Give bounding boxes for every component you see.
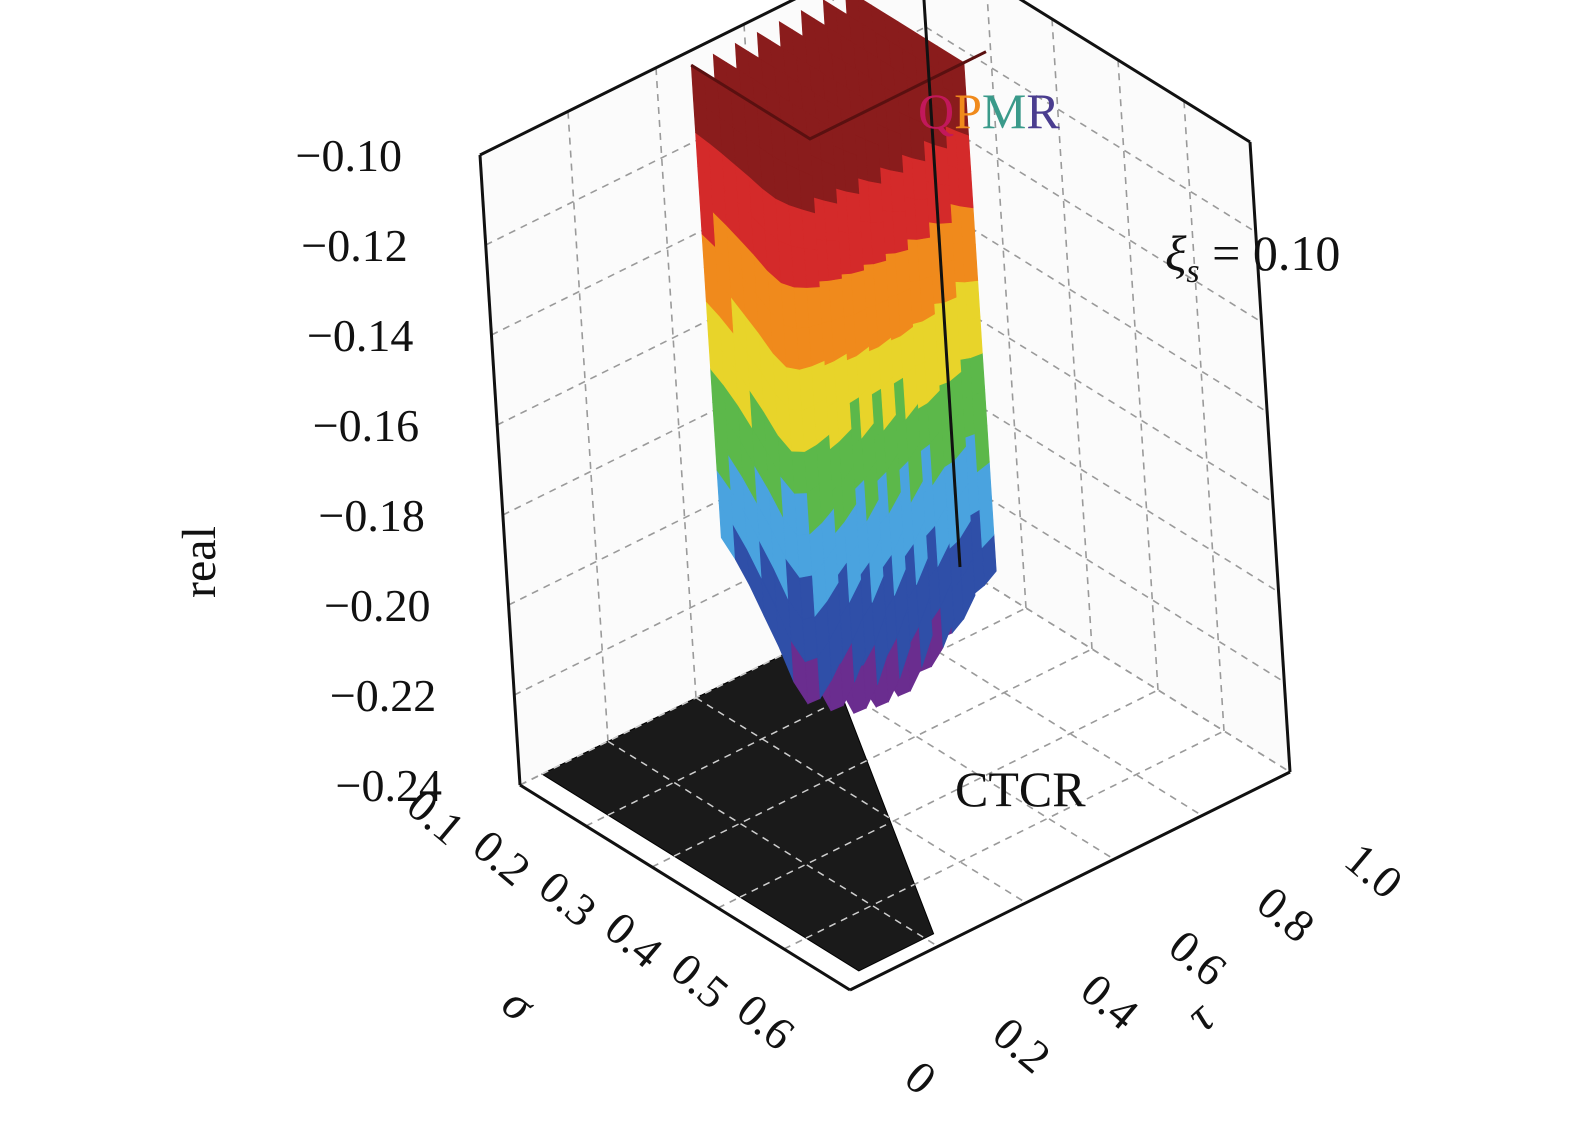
qpmr-crest: [690, 50, 987, 141]
qpmr-surface-cell: [843, 149, 860, 194]
tau-tick-label: 0.4: [1072, 963, 1149, 1039]
qpmr-letter-p: P: [954, 83, 982, 139]
qpmr-surface-cell: [845, 190, 862, 233]
qpmr-surface-cell: [887, 128, 904, 173]
qpmr-surface-cell: [865, 139, 882, 184]
qpmr-surface-cell: [848, 231, 865, 274]
qpmr-surface-cell: [867, 180, 884, 223]
sigma-tick-label: 0.3: [530, 861, 607, 937]
grid-line-sigma-wall: [1117, 59, 1159, 691]
back-wall-tau: [924, 0, 1290, 772]
ctcr-grid-line: [739, 821, 892, 898]
qpmr-surface-cell: [969, 352, 986, 397]
tau-tick-label: 0.2: [984, 1007, 1061, 1083]
qpmr-surface-cell: [894, 249, 911, 295]
xi-subscript: s: [1186, 253, 1199, 290]
z-tick-label: −0.22: [330, 670, 436, 721]
z-tick-label: −0.14: [307, 310, 413, 361]
qpmr-surface-cell: [803, 247, 820, 288]
sigma-tick-label: 0.5: [662, 943, 739, 1019]
qpmr-surface-cell: [889, 169, 906, 212]
axis-frame-edge: [479, 0, 797, 157]
z-tick-label: −0.20: [324, 580, 430, 631]
grid-line-tau-wall: [567, 111, 609, 742]
qpmr-surface-cell: [811, 360, 827, 406]
axis-frame-edge: [849, 770, 1291, 992]
z-tick-label: −0.12: [301, 220, 407, 271]
axis-frame-edge: [1018, 0, 1251, 144]
ctcr-grid-line: [607, 697, 844, 816]
tau-tick-label: 1.0: [1336, 833, 1413, 909]
x-axis-label: σ: [492, 976, 546, 1033]
qpmr-surface-cell: [850, 269, 867, 316]
ctcr-grid-line: [673, 759, 868, 857]
qpmr-surface-cell: [972, 389, 988, 435]
qpmr-surface-cell: [962, 243, 979, 283]
qpmr-surface-cell: [957, 167, 974, 209]
qpmr-surface-cell: [872, 260, 889, 306]
qpmr-surface-cell: [967, 316, 983, 359]
qpmr-surface-cell: [914, 198, 931, 240]
qpmr-label: QPMR: [918, 83, 1060, 139]
sigma-tick-label: 0.6: [728, 984, 805, 1060]
qpmr-surface-cell: [916, 237, 933, 281]
qpmr-surface-cell: [821, 159, 838, 204]
xi-annotation: ξs = 0.10: [1165, 225, 1340, 290]
axis-frame-edge: [478, 154, 522, 786]
qpmr-surface-cell: [798, 169, 816, 214]
ctcr-surface-patch: [540, 636, 935, 972]
grid-line-sigma-wall: [986, 0, 1027, 609]
axis-frame-edge: [519, 783, 851, 992]
z-axis-label: real: [173, 526, 226, 598]
z-tick-labels: −0.10 −0.12 −0.14 −0.16 −0.18 −0.20 −0.22 −0.24: [296, 130, 442, 811]
qpmr-surface-cell: [960, 205, 976, 245]
qpmr-surface-cell: [828, 278, 845, 322]
xi-symbol: ξ: [1165, 225, 1187, 281]
z-tick-label: −0.16: [313, 400, 419, 451]
xi-value: = 0.10: [1200, 225, 1341, 281]
qpmr-surface-cell: [964, 280, 981, 321]
z-tick-label: −0.18: [318, 490, 424, 541]
sigma-tick-label: 0.2: [464, 820, 541, 896]
qpmr-surface-cell: [892, 210, 909, 254]
axis-frame-edge: [922, 0, 962, 568]
qpmr-surface-cell: [808, 323, 825, 367]
qpmr-surface-cell: [911, 157, 928, 200]
qpmr-surface-cell: [823, 199, 840, 242]
y-axis-label: τ: [1176, 990, 1226, 1042]
qpmr-surface-cell: [806, 286, 823, 328]
axis-frame-edge: [1248, 141, 1292, 773]
qpmr-surface-cell: [831, 315, 847, 362]
qpmr-surface: [690, 0, 997, 714]
z-tick-label: −0.10: [296, 130, 402, 181]
ctcr-grid-line: [607, 740, 926, 939]
tau-tick-label: 0.8: [1248, 876, 1325, 952]
tau-tick-label: 0: [896, 1051, 946, 1105]
qpmr-surface-cell: [919, 275, 935, 322]
grid-line-sigma-wall: [1051, 18, 1093, 650]
z-tick-label: −0.24: [336, 760, 442, 811]
qpmr-letter-m: M: [982, 83, 1026, 139]
qpmr-surface-cell: [897, 287, 914, 337]
grid-line-sigma-wall: [1183, 100, 1225, 732]
qpmr-surface-cell: [875, 298, 892, 348]
axes-frame: [478, 0, 1292, 992]
sigma-tick-label: 0.4: [596, 902, 673, 978]
ctcr-label: CTCR: [955, 761, 1086, 817]
qpmr-letter-q: Q: [918, 83, 954, 139]
qpmr-surface-cell: [870, 221, 887, 265]
grid-line-tau-wall: [655, 67, 697, 698]
qpmr-surface-cell: [826, 239, 842, 281]
qpmr-letter-r: R: [1026, 83, 1060, 139]
tau-tick-label: 0.6: [1160, 920, 1237, 996]
tau-tick-labels: 0 0.20.40.60.81.0: [896, 833, 1413, 1105]
qpmr-surface-cell: [801, 208, 818, 251]
